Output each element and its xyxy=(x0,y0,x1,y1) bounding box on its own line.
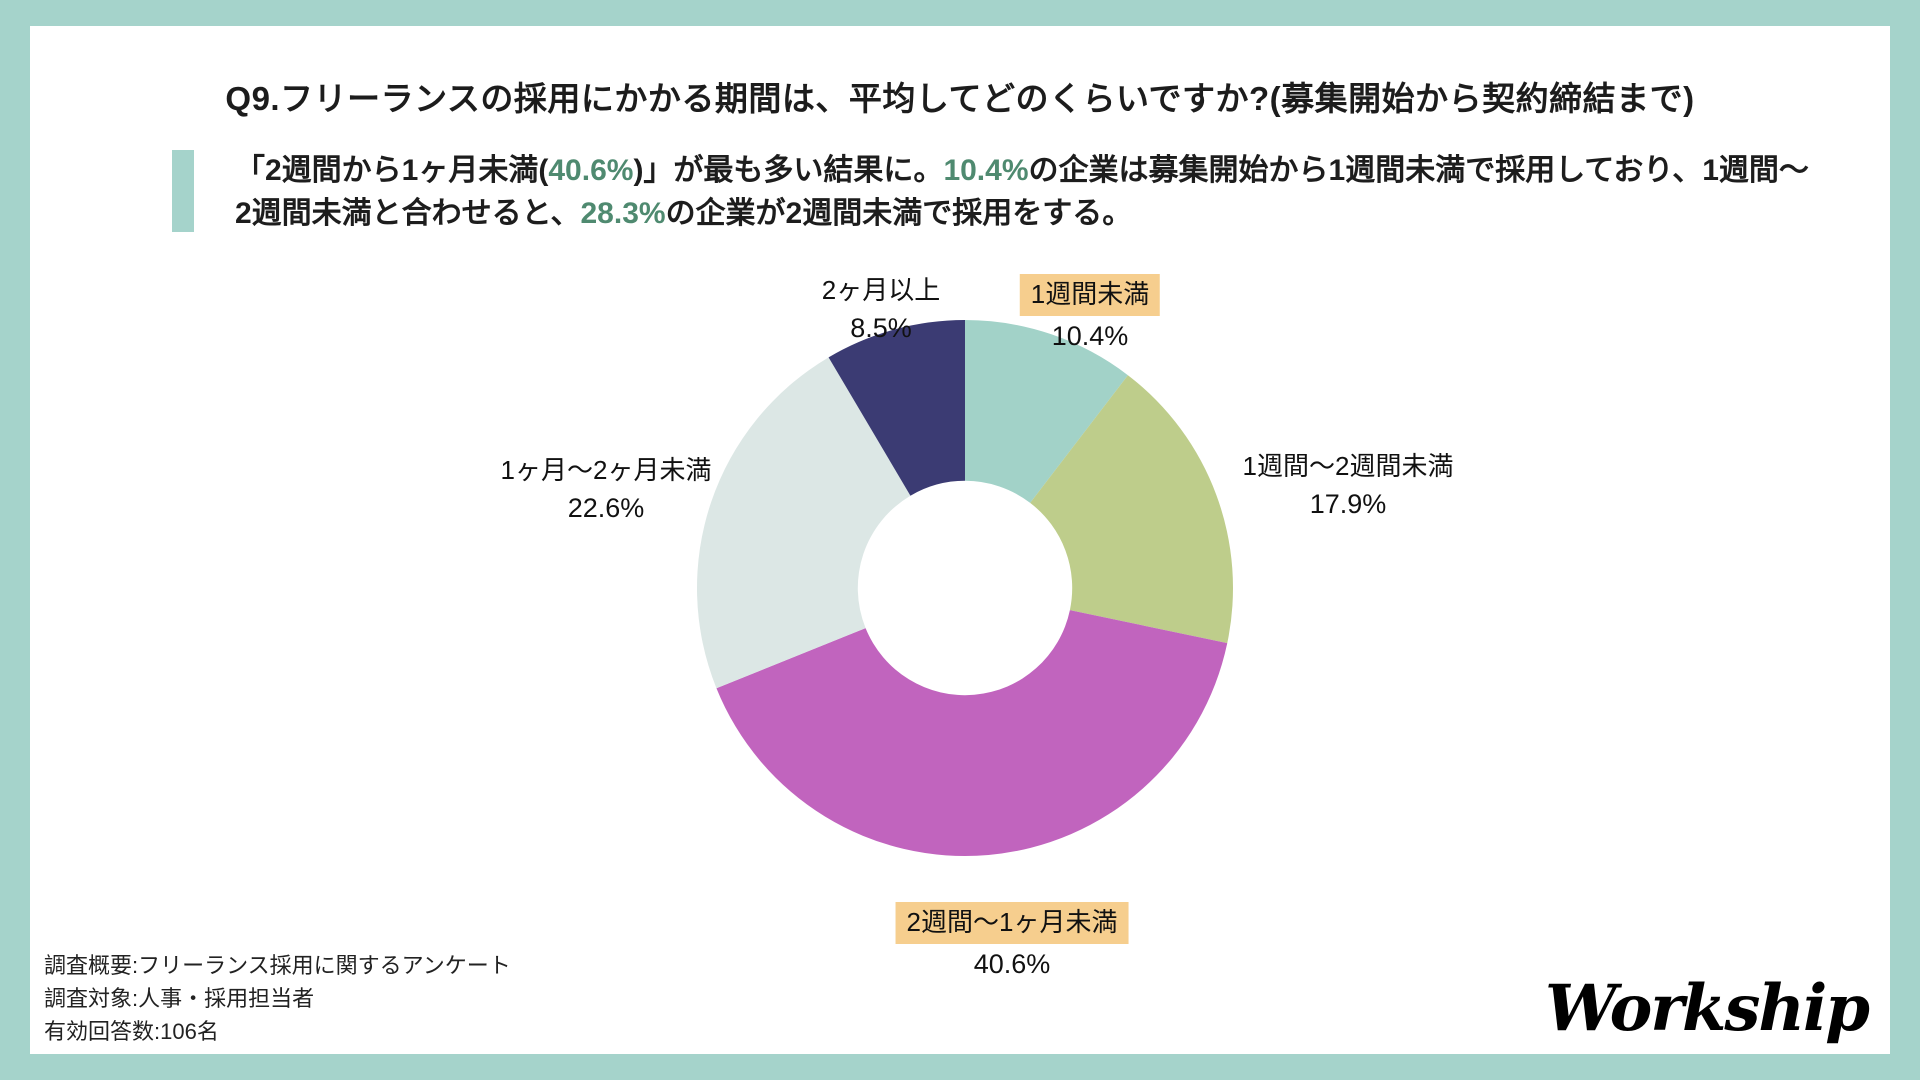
survey-meta: 調査概要:フリーランス採用に関するアンケート 調査対象:人事・採用担当者 有効回… xyxy=(44,949,511,1048)
survey-meta-respondents: 有効回答数:106名 xyxy=(44,1019,219,1044)
pie-label-over-2-months-pct: 8.5% xyxy=(850,312,912,343)
summary-pct-28-3: 28.3% xyxy=(580,196,666,230)
page-title: Q9.フリーランスの採用にかかる期間は、平均してどのくらいですか?(募集開始から… xyxy=(225,80,1695,117)
pie-slice-3 xyxy=(696,357,911,689)
pie-slice-2 xyxy=(716,610,1228,857)
donut-chart xyxy=(696,320,1234,857)
summary-seg4: の企業が2週間未満で採用をする。 xyxy=(665,196,1133,230)
donut-chart-area: 1週間未満 10.4% 1週間〜2週間未満 17.9% 2週間〜1ヶ月未満 40… xyxy=(30,26,1890,1054)
pie-label-1-to-2-weeks-name: 1週間〜2週間未満 xyxy=(1242,451,1454,481)
pie-label-1-to-2-weeks: 1週間〜2週間未満 17.9% xyxy=(1243,450,1454,522)
summary-pct-10-4: 10.4% xyxy=(943,154,1029,187)
pie-label-under-1-week-pct: 10.4% xyxy=(1051,320,1129,351)
survey-meta-overview: 調査概要:フリーランス採用に関するアンケート xyxy=(44,953,511,978)
pie-label-over-2-months: 2ヶ月以上 8.5% xyxy=(822,274,940,346)
pie-label-1-to-2-months-name: 1ヶ月〜2ヶ月未満 xyxy=(500,455,712,485)
summary-text: 「2週間から1ヶ月未満(40.6%)」が最も多い結果に。10.4%の企業は募集開… xyxy=(235,150,1825,235)
summary-seg2: )」が最も多い結果に。 xyxy=(633,154,944,187)
pie-label-2-weeks-to-1-month: 2週間〜1ヶ月未満 40.6% xyxy=(895,902,1129,982)
pie-label-2-weeks-to-1-month-name: 2週間〜1ヶ月未満 xyxy=(895,902,1129,944)
pie-label-2-weeks-to-1-month-pct: 40.6% xyxy=(973,948,1051,979)
content-card: Q9.フリーランスの採用にかかる期間は、平均してどのくらいですか?(募集開始から… xyxy=(30,26,1890,1054)
survey-meta-target: 調査対象:人事・採用担当者 xyxy=(44,986,315,1011)
summary-seg1: 「2週間から1ヶ月未満( xyxy=(235,154,549,187)
summary-block: 「2週間から1ヶ月未満(40.6%)」が最も多い結果に。10.4%の企業は募集開… xyxy=(172,150,1832,235)
summary-pct-40-6: 40.6% xyxy=(548,154,634,187)
pie-label-1-to-2-months: 1ヶ月〜2ヶ月未満 22.6% xyxy=(501,454,712,526)
pie-label-over-2-months-name: 2ヶ月以上 xyxy=(821,275,941,305)
summary-seg3: の企業は募集開始から1週間未満で採用しており、1週間〜2週間未満と合わせると、 xyxy=(235,154,1809,230)
pie-slice-1 xyxy=(1030,375,1234,644)
pie-slice-0 xyxy=(965,320,1128,503)
pie-label-under-1-week-name: 1週間未満 xyxy=(1019,274,1161,316)
pie-label-under-1-week: 1週間未満 10.4% xyxy=(1019,274,1161,354)
workship-logo: Workship xyxy=(1544,971,1870,1046)
accent-bar xyxy=(172,150,194,232)
pie-label-1-to-2-months-pct: 22.6% xyxy=(567,492,645,523)
pie-slice-4 xyxy=(828,320,965,496)
pie-label-1-to-2-weeks-pct: 17.9% xyxy=(1309,488,1387,519)
